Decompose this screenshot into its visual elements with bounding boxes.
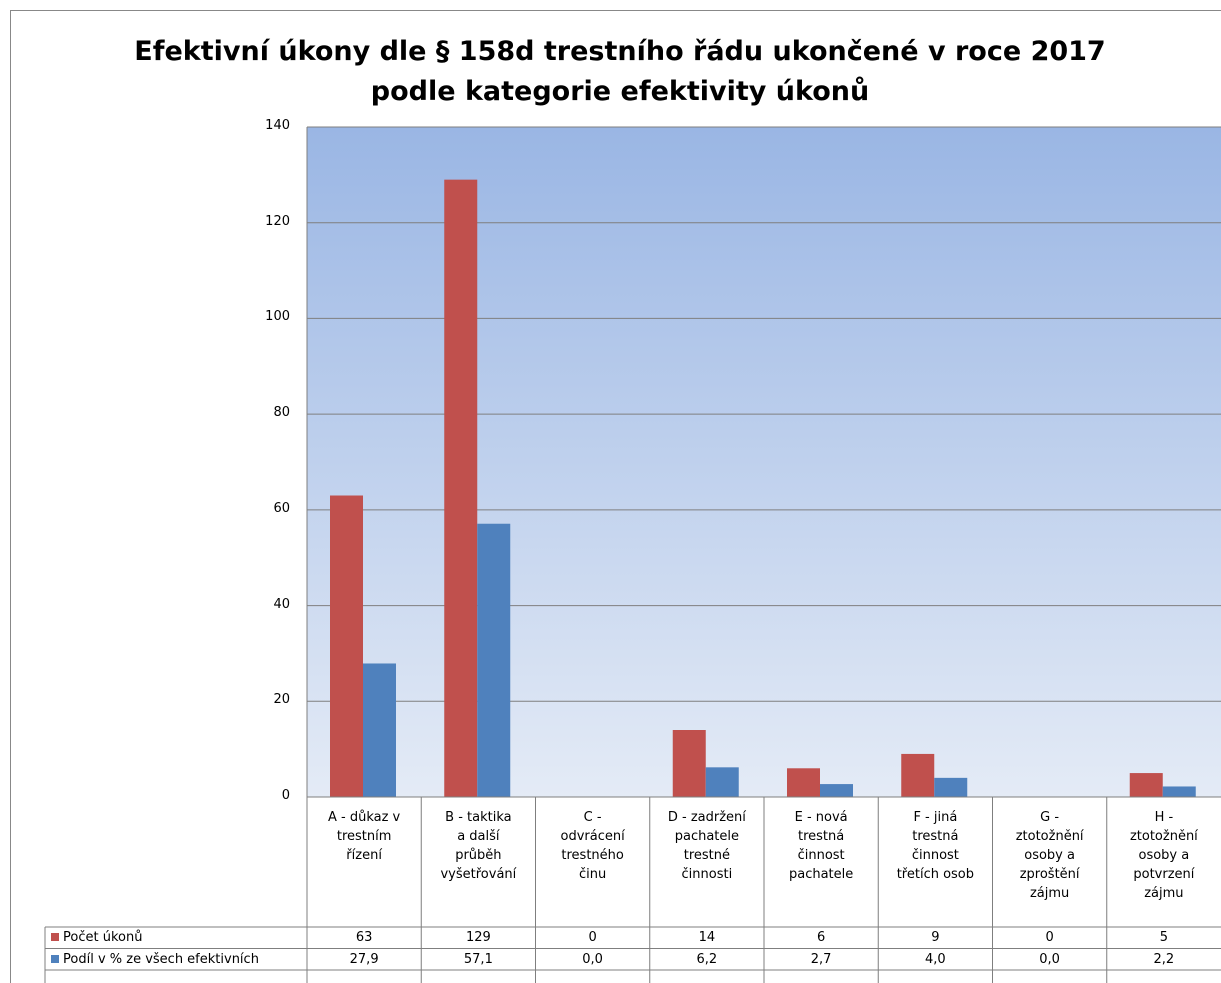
y-tick-label: 100 bbox=[265, 309, 290, 325]
chart-title: Efektivní úkony dle § 158d trestního řád… bbox=[134, 36, 1106, 107]
table-cell: 9 bbox=[931, 930, 940, 945]
x-tick-label: E - nová trestná činnost pachatele bbox=[788, 810, 854, 882]
y-tick-label: 140 bbox=[265, 118, 290, 133]
plot-area bbox=[307, 127, 1221, 797]
table-cell: 2,7 bbox=[810, 951, 832, 967]
table-cell: 0 bbox=[1045, 930, 1054, 945]
bar bbox=[444, 179, 478, 798]
y-tick-label: 40 bbox=[273, 596, 290, 612]
bar bbox=[787, 768, 820, 797]
table-cell: 27,9 bbox=[349, 951, 379, 967]
bar bbox=[934, 777, 968, 797]
y-tick-label: 80 bbox=[273, 405, 290, 421]
y-tick-label: 20 bbox=[273, 692, 290, 708]
table-cell: 57,1 bbox=[463, 951, 493, 967]
legend-label: Počet úkonů bbox=[63, 930, 143, 945]
table-cell: 63 bbox=[355, 930, 373, 945]
y-tick-label: 60 bbox=[273, 500, 290, 516]
bar bbox=[672, 730, 706, 797]
legend-entry: Počet úkonů bbox=[45, 927, 142, 948]
bar bbox=[477, 523, 511, 797]
bar bbox=[363, 663, 396, 797]
x-tick-label: D - zadržení pachatele trestné činnosti bbox=[667, 810, 746, 882]
x-tick-label: C - odvrácení trestného činu bbox=[560, 810, 625, 882]
legend-label: Podíl v % ze všech efektivních bbox=[63, 951, 259, 967]
bar bbox=[330, 495, 363, 797]
table-cell: 2,2 bbox=[1153, 951, 1175, 967]
table-cell: 129 bbox=[465, 930, 491, 945]
x-tick-label: G - ztotožnění osoby a zproštění zájmu bbox=[1015, 810, 1084, 901]
bar bbox=[1162, 786, 1196, 797]
table-cell: 0,0 bbox=[1039, 951, 1060, 967]
bar bbox=[1129, 773, 1163, 797]
legend-entry: Podíl v % ze všech efektivních bbox=[45, 949, 259, 970]
legend-swatch bbox=[51, 933, 59, 941]
legend-swatch bbox=[51, 954, 59, 963]
table-cell: 5 bbox=[1159, 930, 1169, 945]
x-tick-label: H - ztotožnění osoby a potvrzení zájmu bbox=[1129, 810, 1198, 901]
table-cell: 0 bbox=[588, 930, 597, 945]
chart-border bbox=[10, 10, 1221, 983]
y-tick-label: 120 bbox=[265, 213, 290, 229]
y-tick-label: 0 bbox=[281, 788, 290, 803]
table-cell: 6,2 bbox=[696, 951, 718, 967]
x-tick-label: A - důkaz v trestním řízení bbox=[327, 810, 401, 863]
x-tick-label: F - jiná trestná činnost třetích osob bbox=[896, 810, 975, 882]
table-cell: 4,0 bbox=[925, 951, 946, 967]
x-tick-label: B - taktika a další průběh vyšetřování bbox=[440, 810, 517, 882]
bar bbox=[705, 767, 739, 797]
bar bbox=[901, 753, 935, 797]
table-cell: 6 bbox=[816, 930, 826, 945]
bar bbox=[820, 784, 853, 797]
table-cell: 14 bbox=[698, 930, 716, 945]
table-cell: 0,0 bbox=[582, 951, 603, 967]
